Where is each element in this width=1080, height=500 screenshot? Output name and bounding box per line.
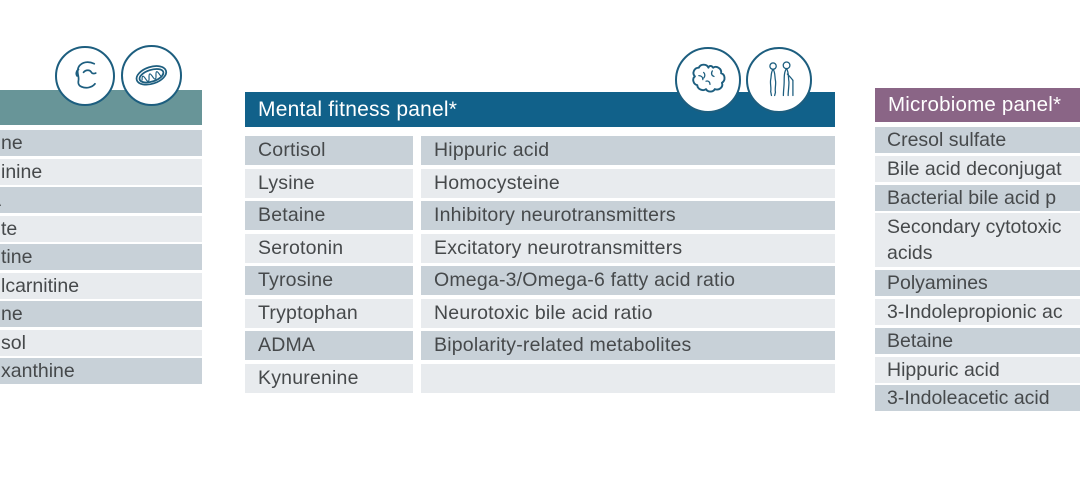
table-cell <box>421 363 835 393</box>
mental-fitness-panel: Mental fitness panel* Cortisol Hippuric … <box>245 92 835 396</box>
table-row: Lysine Homocysteine <box>245 168 835 198</box>
brain-icon <box>675 47 741 113</box>
table-cell: Kynurenine <box>245 363 413 393</box>
table-row: inine <box>0 158 202 185</box>
table-cell: Betaine <box>245 201 413 230</box>
table-row: Secondary cytotoxic acids <box>875 213 1080 268</box>
table-row: Cortisol Hippuric acid <box>245 136 835 165</box>
table-row: Polyamines <box>875 270 1080 297</box>
table-cell: Cortisol <box>245 136 413 165</box>
table-row: Betaine Inhibitory neurotransmitters <box>245 201 835 230</box>
table-row: sol <box>0 329 202 356</box>
table-row: Serotonin Excitatory neurotransmitters <box>245 233 835 263</box>
table-row: Tyrosine Omega-3/Omega-6 fatty acid rati… <box>245 266 835 295</box>
table-cell: Bipolarity-related metabolites <box>421 331 835 360</box>
table-cell: Homocysteine <box>421 168 835 198</box>
mental-panel-header: Mental fitness panel* <box>245 92 835 127</box>
table-row: lcarnitine <box>0 272 202 299</box>
table-row: Bile acid deconjugat <box>875 155 1080 182</box>
elderly-couple-icon <box>746 47 812 113</box>
table-row: tine <box>0 244 202 270</box>
table-row: ne <box>0 301 202 327</box>
microbiome-panel-header: Microbiome panel* <box>875 88 1080 122</box>
table-row: Kynurenine <box>245 363 835 393</box>
table-row: Betaine <box>875 327 1080 354</box>
table-cell: Tryptophan <box>245 298 413 328</box>
table-cell: Excitatory neurotransmitters <box>421 233 835 263</box>
table-cell: Serotonin <box>245 233 413 263</box>
microbiome-panel-rows: Cresol sulfate Bile acid deconjugat Bact… <box>875 127 1080 412</box>
flexed-arm-icon <box>55 46 115 106</box>
table-cell: Tyrosine <box>245 266 413 295</box>
table-row: Tryptophan Neurotoxic bile acid ratio <box>245 298 835 328</box>
table-row: te <box>0 215 202 242</box>
table-row: A <box>0 187 202 213</box>
table-row: Hippuric acid <box>875 356 1080 383</box>
table-cell: Neurotoxic bile acid ratio <box>421 298 835 328</box>
left-metabolite-panel: ne inine A te tine lcarnitine ne sol xan… <box>0 90 202 387</box>
table-row: ne <box>0 130 202 156</box>
table-row: ADMA Bipolarity-related metabolites <box>245 331 835 360</box>
table-cell: Hippuric acid <box>421 136 835 165</box>
mitochondria-icon <box>121 45 182 106</box>
table-cell: Inhibitory neurotransmitters <box>421 201 835 230</box>
table-cell: Lysine <box>245 168 413 198</box>
table-row: 3-Indoleacetic acid <box>875 385 1080 412</box>
left-panel-rows: ne inine A te tine lcarnitine ne sol xan… <box>0 130 202 384</box>
table-cell: ADMA <box>245 331 413 360</box>
microbiome-panel: Microbiome panel* Cresol sulfate Bile ac… <box>875 88 1080 414</box>
table-row: Cresol sulfate <box>875 127 1080 153</box>
table-row: xanthine <box>0 358 202 384</box>
table-row: 3-Indolepropionic ac <box>875 298 1080 325</box>
table-cell: Omega-3/Omega-6 fatty acid ratio <box>421 266 835 295</box>
mental-panel-rows: Cortisol Hippuric acid Lysine Homocystei… <box>245 136 835 393</box>
table-row: Bacterial bile acid p <box>875 184 1080 211</box>
